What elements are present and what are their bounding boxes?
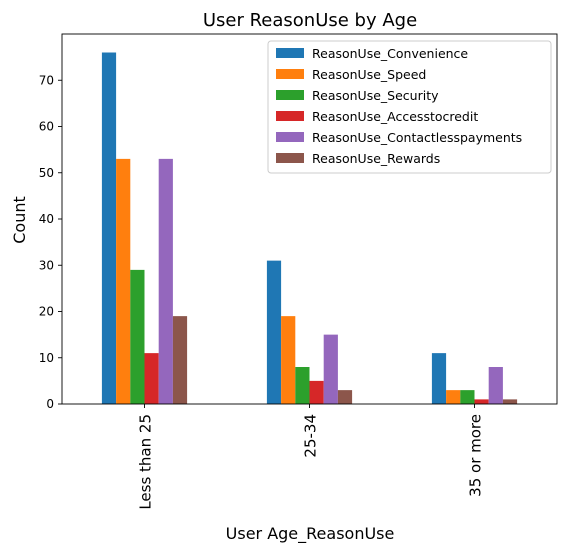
chart-title: User ReasonUse by Age xyxy=(203,10,417,31)
y-tick-label: 10 xyxy=(39,351,54,365)
y-tick-label: 0 xyxy=(46,397,54,411)
legend-swatch xyxy=(276,132,304,142)
bar-reasonuse-speed-1 xyxy=(281,316,296,405)
bar-reasonuse-rewards-2 xyxy=(502,399,518,405)
bar-reasonuse-contactlesspayments-2 xyxy=(488,367,503,404)
legend-swatch xyxy=(276,69,304,79)
legend-swatch xyxy=(276,48,304,58)
bar-reasonuse-security-0 xyxy=(130,269,145,405)
legend-swatch xyxy=(276,153,304,163)
y-tick-label: 30 xyxy=(39,258,54,272)
legend-box xyxy=(267,40,552,174)
bar-reasonuse-contactlesspayments-1 xyxy=(323,334,338,405)
bar-reasonuse-rewards-1 xyxy=(337,390,353,405)
y-axis-label: Count xyxy=(10,196,29,244)
x-tick-label: 25-34 xyxy=(302,414,320,458)
legend-entry: ReasonUse_Rewards xyxy=(312,151,440,166)
axes-group: 0 10 20 30 40 50 60 70 Less than 25 25-34 35 or mo… xyxy=(39,33,558,510)
bar-reasonuse-accesstocredit-2 xyxy=(474,399,489,405)
legend-entry: ReasonUse_Security xyxy=(312,88,439,103)
legend-entry: ReasonUse_Accesstocredit xyxy=(312,109,478,124)
bar-reasonuse-convenience-2 xyxy=(431,353,447,405)
y-tick-label: 50 xyxy=(39,166,54,180)
bar-reasonuse-contactlesspayments-0 xyxy=(158,158,173,405)
legend-swatch xyxy=(276,90,304,100)
bar-reasonuse-convenience-0 xyxy=(101,52,117,404)
bars-group xyxy=(101,52,518,405)
bar-reasonuse-convenience-1 xyxy=(266,260,282,405)
legend-swatch xyxy=(276,111,304,121)
bar-reasonuse-security-1 xyxy=(295,367,310,404)
bar-reasonuse-speed-0 xyxy=(116,158,131,405)
legend-entry: ReasonUse_Convenience xyxy=(312,46,468,61)
bar-reasonuse-rewards-0 xyxy=(172,316,188,405)
bar-reasonuse-accesstocredit-1 xyxy=(309,380,324,405)
y-tick-label: 40 xyxy=(39,212,54,226)
x-tick-label: 35 or more xyxy=(467,414,485,497)
bar-reasonuse-security-2 xyxy=(460,390,475,405)
legend: ReasonUse_Convenience ReasonUse_Speed Reas… xyxy=(267,40,552,174)
bar-reasonuse-accesstocredit-0 xyxy=(144,353,159,405)
legend-entry: ReasonUse_Contactlesspayments xyxy=(312,130,522,145)
legend-entry: ReasonUse_Speed xyxy=(312,67,426,82)
x-tick-label: Less than 25 xyxy=(137,414,155,510)
bar-reasonuse-speed-2 xyxy=(446,390,461,405)
y-tick-label: 70 xyxy=(39,73,54,87)
y-tick-label: 60 xyxy=(39,120,54,134)
x-axis-label: User Age_ReasonUse xyxy=(226,524,395,544)
y-tick-label: 20 xyxy=(39,305,54,319)
